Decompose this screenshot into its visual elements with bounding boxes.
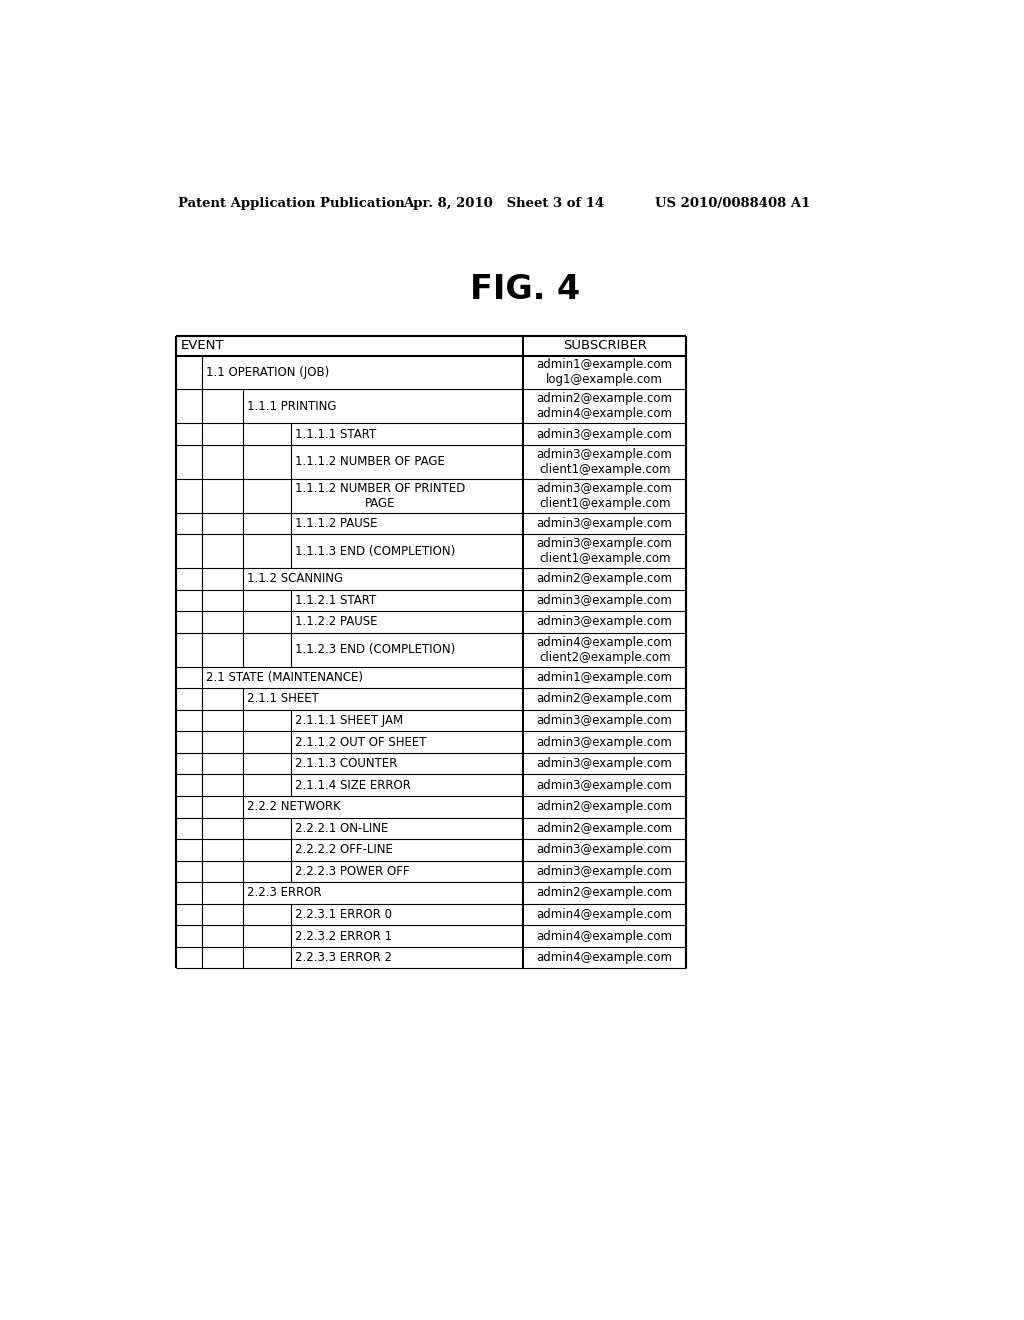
Text: admin3@example.com
client1@example.com: admin3@example.com client1@example.com — [537, 447, 673, 475]
Text: admin2@example.com: admin2@example.com — [537, 800, 673, 813]
Text: admin3@example.com: admin3@example.com — [537, 865, 673, 878]
Text: US 2010/0088408 A1: US 2010/0088408 A1 — [655, 197, 810, 210]
Text: 1.1.2.2 PAUSE: 1.1.2.2 PAUSE — [295, 615, 378, 628]
Text: admin4@example.com: admin4@example.com — [537, 952, 673, 964]
Text: admin3@example.com: admin3@example.com — [537, 615, 673, 628]
Text: SUBSCRIBER: SUBSCRIBER — [562, 339, 646, 352]
Text: admin3@example.com: admin3@example.com — [537, 517, 673, 529]
Text: 1.1.1 PRINTING: 1.1.1 PRINTING — [248, 400, 337, 413]
Text: 1.1.1.2 PAUSE: 1.1.1.2 PAUSE — [295, 517, 378, 529]
Text: FIG. 4: FIG. 4 — [470, 273, 580, 306]
Text: 2.1.1.1 SHEET JAM: 2.1.1.1 SHEET JAM — [295, 714, 403, 727]
Text: admin2@example.com: admin2@example.com — [537, 693, 673, 705]
Text: 2.2.2.2 OFF-LINE: 2.2.2.2 OFF-LINE — [295, 843, 393, 857]
Text: 2.2.2.1 ON-LINE: 2.2.2.1 ON-LINE — [295, 822, 389, 834]
Text: Patent Application Publication: Patent Application Publication — [178, 197, 406, 210]
Text: admin2@example.com: admin2@example.com — [537, 887, 673, 899]
Text: admin3@example.com: admin3@example.com — [537, 843, 673, 857]
Text: admin3@example.com: admin3@example.com — [537, 714, 673, 727]
Text: 1.1.2 SCANNING: 1.1.2 SCANNING — [248, 573, 343, 585]
Text: admin2@example.com: admin2@example.com — [537, 573, 673, 585]
Text: 2.1.1 SHEET: 2.1.1 SHEET — [248, 693, 319, 705]
Text: admin1@example.com: admin1@example.com — [537, 671, 673, 684]
Text: 1.1.1.3 END (COMPLETION): 1.1.1.3 END (COMPLETION) — [295, 545, 456, 557]
Text: 2.1.1.2 OUT OF SHEET: 2.1.1.2 OUT OF SHEET — [295, 735, 427, 748]
Text: 2.1.1.3 COUNTER: 2.1.1.3 COUNTER — [295, 758, 397, 770]
Text: admin1@example.com
log1@example.com: admin1@example.com log1@example.com — [537, 359, 673, 387]
Text: admin2@example.com: admin2@example.com — [537, 822, 673, 834]
Text: 2.2.2 NETWORK: 2.2.2 NETWORK — [248, 800, 341, 813]
Text: admin3@example.com: admin3@example.com — [537, 779, 673, 792]
Text: admin4@example.com
client2@example.com: admin4@example.com client2@example.com — [537, 636, 673, 664]
Text: admin3@example.com: admin3@example.com — [537, 594, 673, 607]
Text: admin2@example.com
admin4@example.com: admin2@example.com admin4@example.com — [537, 392, 673, 420]
Text: 2.2.3 ERROR: 2.2.3 ERROR — [248, 887, 322, 899]
Text: admin3@example.com: admin3@example.com — [537, 428, 673, 441]
Text: admin3@example.com
client1@example.com: admin3@example.com client1@example.com — [537, 537, 673, 565]
Text: 1.1.2.1 START: 1.1.2.1 START — [295, 594, 377, 607]
Text: admin4@example.com: admin4@example.com — [537, 929, 673, 942]
Text: admin3@example.com: admin3@example.com — [537, 735, 673, 748]
Text: 2.2.3.2 ERROR 1: 2.2.3.2 ERROR 1 — [295, 929, 392, 942]
Text: admin4@example.com: admin4@example.com — [537, 908, 673, 921]
Text: Apr. 8, 2010   Sheet 3 of 14: Apr. 8, 2010 Sheet 3 of 14 — [403, 197, 604, 210]
Text: EVENT: EVENT — [180, 339, 224, 352]
Text: 1.1.1.2 NUMBER OF PAGE: 1.1.1.2 NUMBER OF PAGE — [295, 455, 445, 469]
Text: 1.1.1.1 START: 1.1.1.1 START — [295, 428, 377, 441]
Text: 2.2.3.3 ERROR 2: 2.2.3.3 ERROR 2 — [295, 952, 392, 964]
Text: 2.1.1.4 SIZE ERROR: 2.1.1.4 SIZE ERROR — [295, 779, 412, 792]
Text: 1.1 OPERATION (JOB): 1.1 OPERATION (JOB) — [206, 366, 330, 379]
Text: admin3@example.com: admin3@example.com — [537, 758, 673, 770]
Text: 1.1.1.2 NUMBER OF PRINTED
PAGE: 1.1.1.2 NUMBER OF PRINTED PAGE — [295, 482, 466, 510]
Text: 2.1 STATE (MAINTENANCE): 2.1 STATE (MAINTENANCE) — [206, 671, 364, 684]
Text: 1.1.2.3 END (COMPLETION): 1.1.2.3 END (COMPLETION) — [295, 643, 456, 656]
Text: admin3@example.com
client1@example.com: admin3@example.com client1@example.com — [537, 482, 673, 510]
Text: 2.2.2.3 POWER OFF: 2.2.2.3 POWER OFF — [295, 865, 410, 878]
Text: 2.2.3.1 ERROR 0: 2.2.3.1 ERROR 0 — [295, 908, 392, 921]
